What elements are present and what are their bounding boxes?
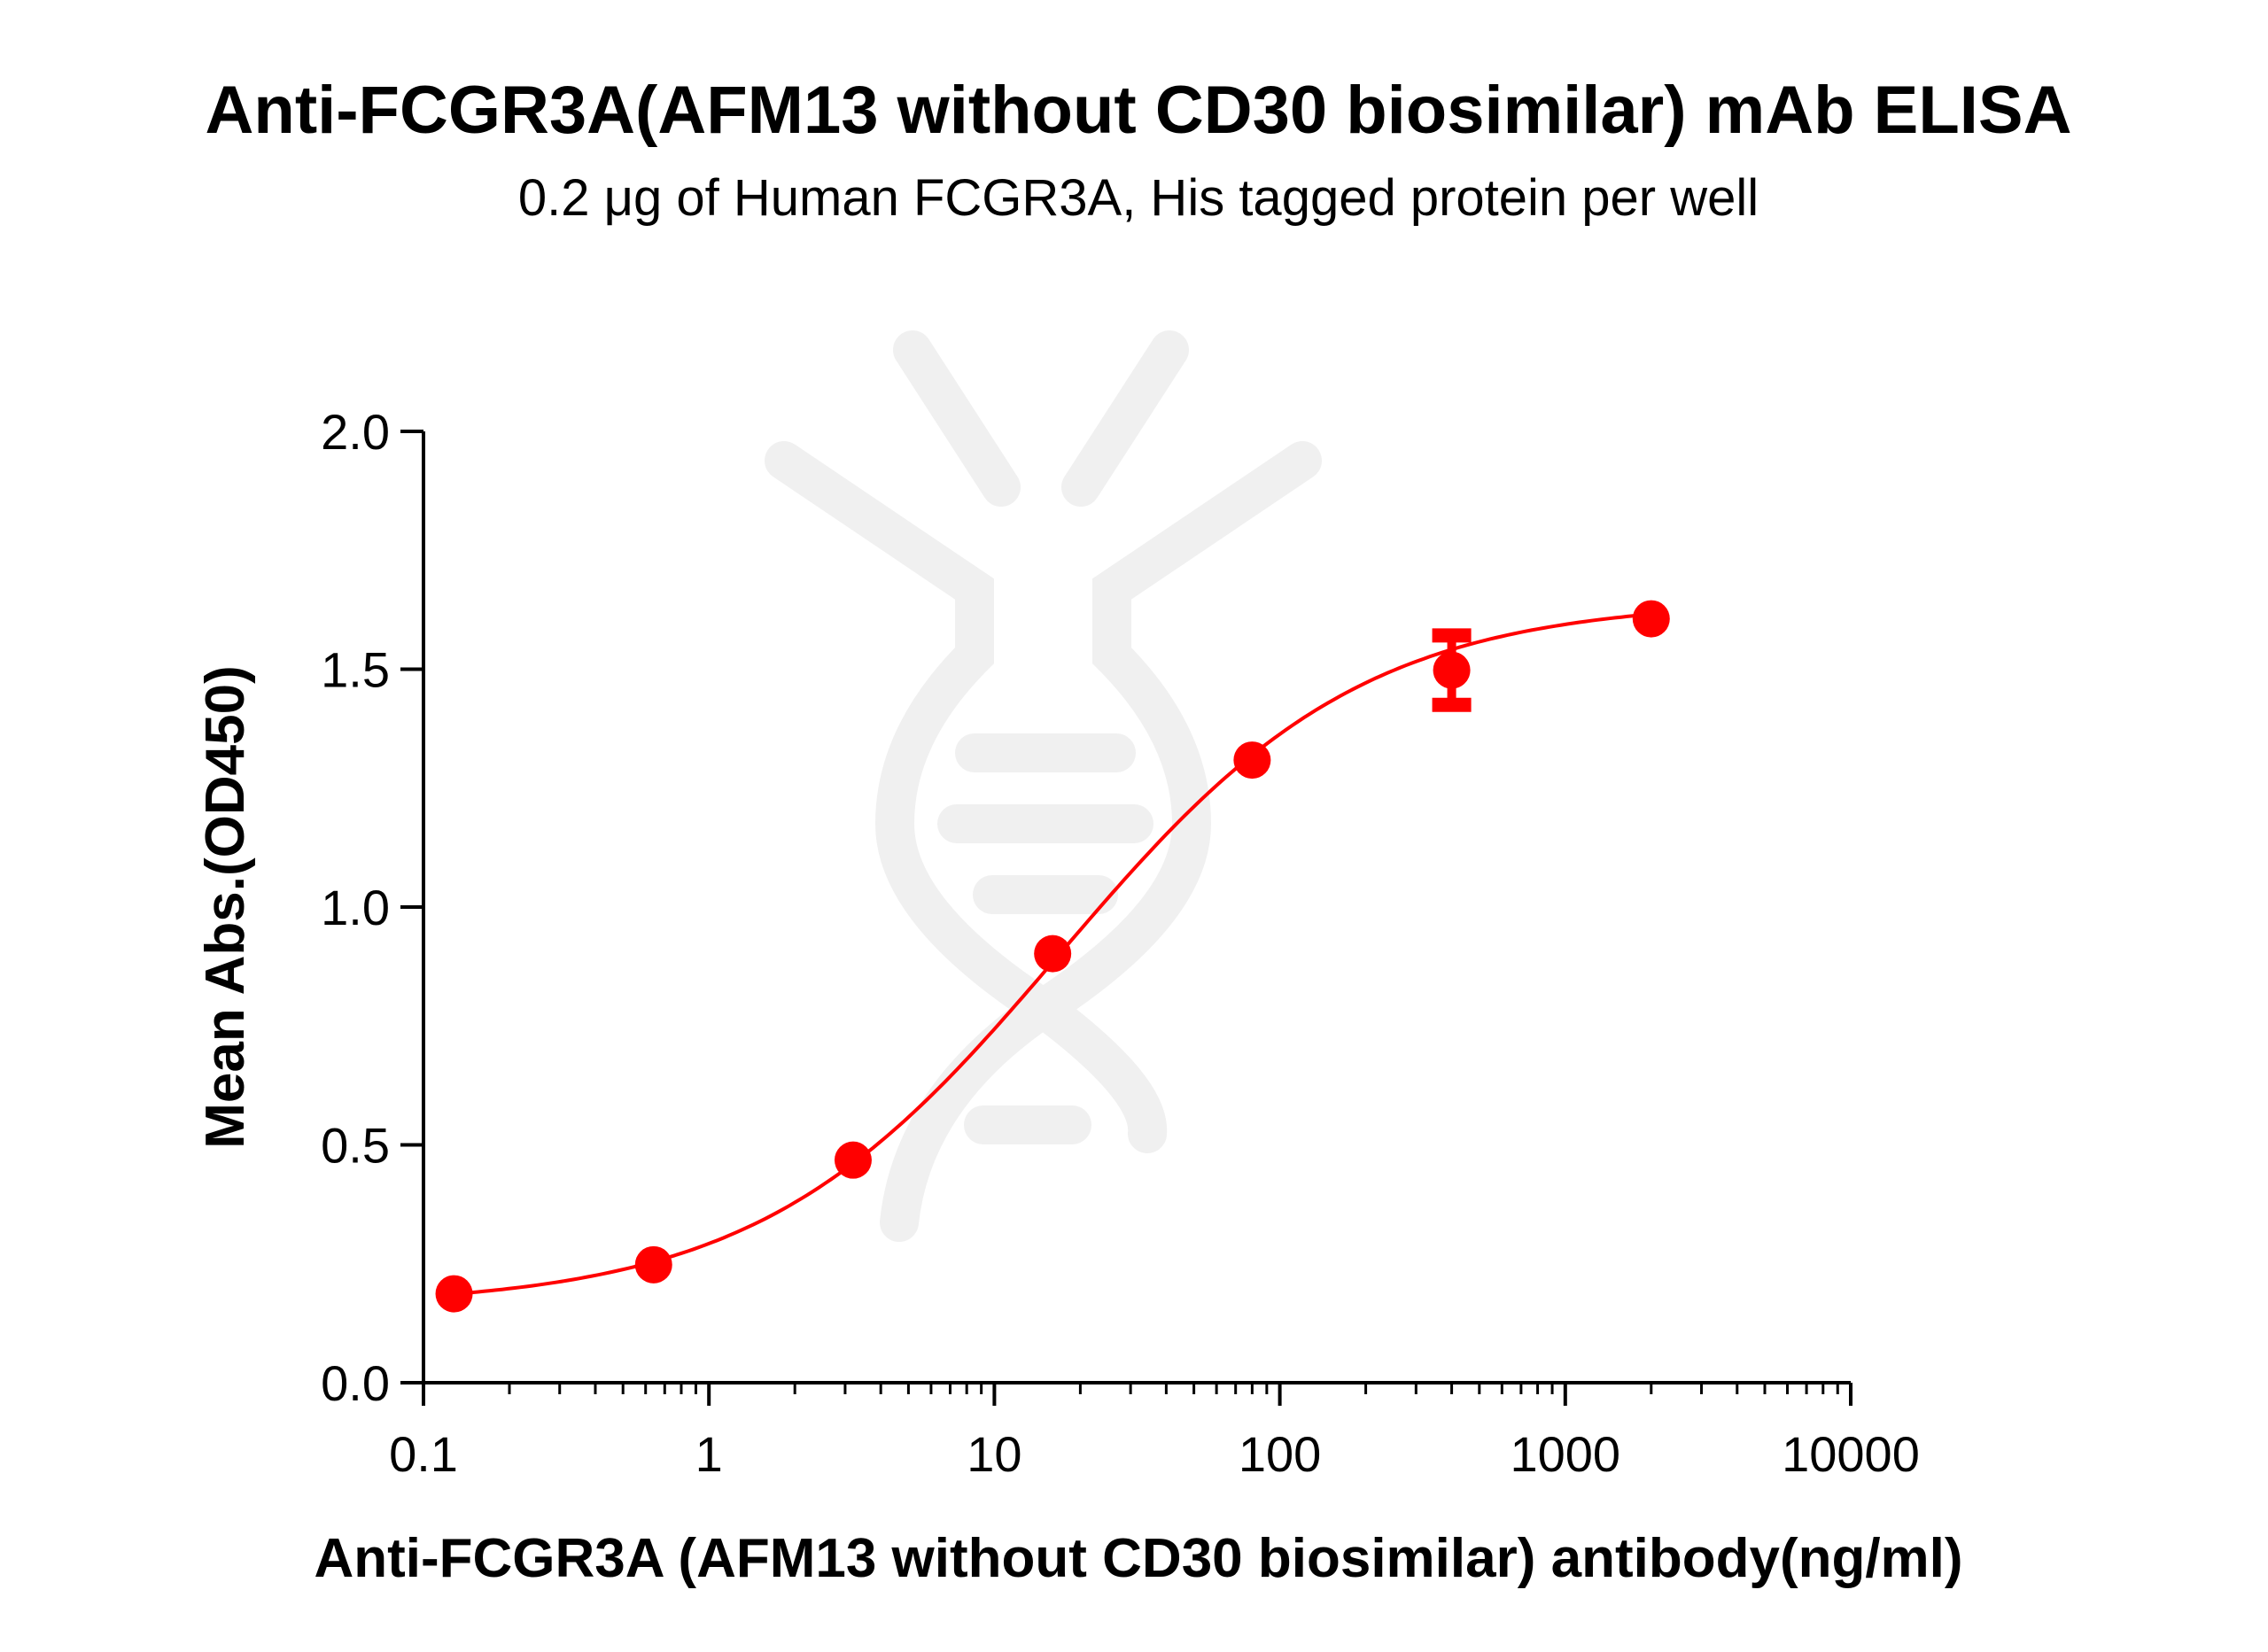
y-tick-label: 2.0 (321, 404, 390, 460)
y-tick-label: 1.0 (321, 880, 390, 935)
x-tick-label: 1000 (1511, 1426, 1621, 1482)
x-tick-label: 10000 (1782, 1426, 1920, 1482)
chart-title: Anti-FCGR3A(AFM13 without CD30 biosimila… (206, 73, 2072, 148)
watermark-logo (765, 330, 1322, 1242)
y-tick-label: 0.0 (321, 1355, 390, 1411)
data-points (435, 600, 1670, 1313)
data-point (435, 1275, 473, 1313)
x-axis-label: Anti-FCGR3A (AFM13 without CD30 biosimil… (314, 1528, 1962, 1589)
data-point (1034, 935, 1072, 973)
data-point (1433, 651, 1471, 689)
x-tick-label: 1 (695, 1426, 723, 1482)
data-point (634, 1245, 672, 1284)
x-tick-label: 10 (967, 1426, 1021, 1482)
x-tick-label: 100 (1239, 1426, 1321, 1482)
x-tick-label: 0.1 (389, 1426, 458, 1482)
data-point (834, 1141, 872, 1179)
y-tick-label: 1.5 (321, 642, 390, 698)
data-point (1233, 741, 1271, 779)
axes: 0.0 0.5 1.0 1.5 2.0 0.1 1 10 100 1000 10000 (321, 404, 1920, 1482)
y-tick-label: 0.5 (321, 1118, 390, 1174)
y-axis-label: Mean Abs.(OD450) (195, 665, 256, 1149)
chart-subtitle: 0.2 μg of Human FCGR3A, His tagged prote… (518, 169, 1759, 227)
data-point (1632, 600, 1670, 638)
